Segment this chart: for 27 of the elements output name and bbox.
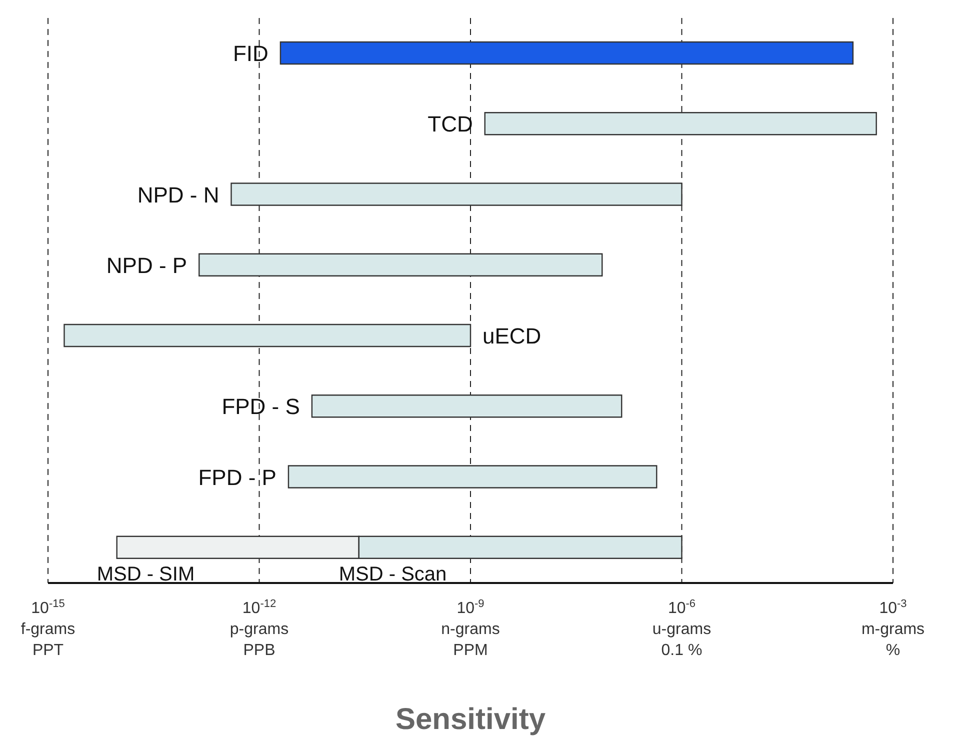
x-axis-title: Sensitivity (395, 703, 546, 736)
y-tick-label: FID (232, 41, 268, 66)
bar (230, 182, 682, 206)
y-tick-label: FPD - S (222, 394, 300, 420)
bar (198, 253, 603, 276)
bar (311, 394, 622, 418)
x-tick-label: 10$^{-15}$ (31, 598, 65, 617)
x-tick-label: 10$^{-12}$ (242, 598, 276, 617)
text: p-grams PPB (230, 621, 289, 659)
series-label: MSD - Scan (338, 563, 447, 586)
bar (484, 112, 877, 136)
y-tick-label: NPD - P (106, 252, 188, 278)
y-tick-label: FPD - P (198, 464, 276, 490)
text: n-grams PPM (441, 621, 500, 659)
bar (288, 465, 658, 488)
x-tick-label: 10$^{-9}$ (456, 598, 484, 617)
series-label: MSD - SIM (96, 563, 195, 586)
text: u-grams 0.1 % (652, 621, 712, 659)
text: m-grams % (861, 621, 925, 659)
text: f-grams PPT (20, 621, 76, 659)
y-tick-label: NPD - N (137, 182, 220, 208)
x-tick-label: 10$^{-6}$ (668, 598, 696, 617)
bar (64, 324, 472, 348)
bar (280, 41, 854, 65)
y-tick-label: uECD (482, 324, 542, 348)
x-tick-label: 10$^{-3}$ (879, 598, 907, 617)
y-tick-label: TCD (428, 112, 473, 137)
